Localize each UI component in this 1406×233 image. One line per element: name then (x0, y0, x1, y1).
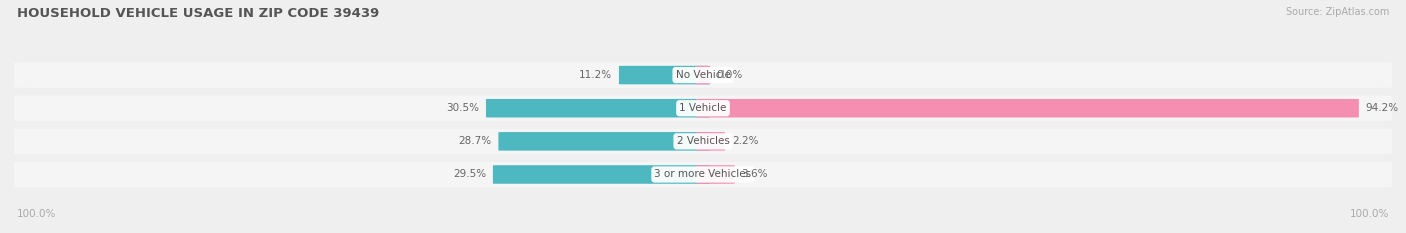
FancyBboxPatch shape (696, 66, 710, 84)
FancyBboxPatch shape (494, 165, 710, 184)
Text: 100.0%: 100.0% (1350, 209, 1389, 219)
FancyBboxPatch shape (696, 165, 735, 184)
Text: 94.2%: 94.2% (1365, 103, 1399, 113)
Text: HOUSEHOLD VEHICLE USAGE IN ZIP CODE 39439: HOUSEHOLD VEHICLE USAGE IN ZIP CODE 3943… (17, 7, 380, 20)
FancyBboxPatch shape (498, 132, 710, 151)
Text: 1 Vehicle: 1 Vehicle (679, 103, 727, 113)
Text: 11.2%: 11.2% (579, 70, 612, 80)
FancyBboxPatch shape (14, 96, 1392, 121)
Text: 100.0%: 100.0% (17, 209, 56, 219)
FancyBboxPatch shape (14, 162, 1392, 187)
Text: 2.2%: 2.2% (733, 136, 758, 146)
Text: 3.6%: 3.6% (741, 169, 768, 179)
FancyBboxPatch shape (486, 99, 710, 117)
Text: 30.5%: 30.5% (446, 103, 479, 113)
Text: 0.0%: 0.0% (717, 70, 742, 80)
Text: 3 or more Vehicles: 3 or more Vehicles (654, 169, 752, 179)
FancyBboxPatch shape (696, 132, 725, 151)
Text: No Vehicle: No Vehicle (675, 70, 731, 80)
Text: 29.5%: 29.5% (453, 169, 486, 179)
FancyBboxPatch shape (14, 129, 1392, 154)
FancyBboxPatch shape (696, 99, 1358, 117)
FancyBboxPatch shape (14, 62, 1392, 88)
Text: 2 Vehicles: 2 Vehicles (676, 136, 730, 146)
FancyBboxPatch shape (619, 66, 710, 84)
Text: 28.7%: 28.7% (458, 136, 492, 146)
Text: Source: ZipAtlas.com: Source: ZipAtlas.com (1285, 7, 1389, 17)
